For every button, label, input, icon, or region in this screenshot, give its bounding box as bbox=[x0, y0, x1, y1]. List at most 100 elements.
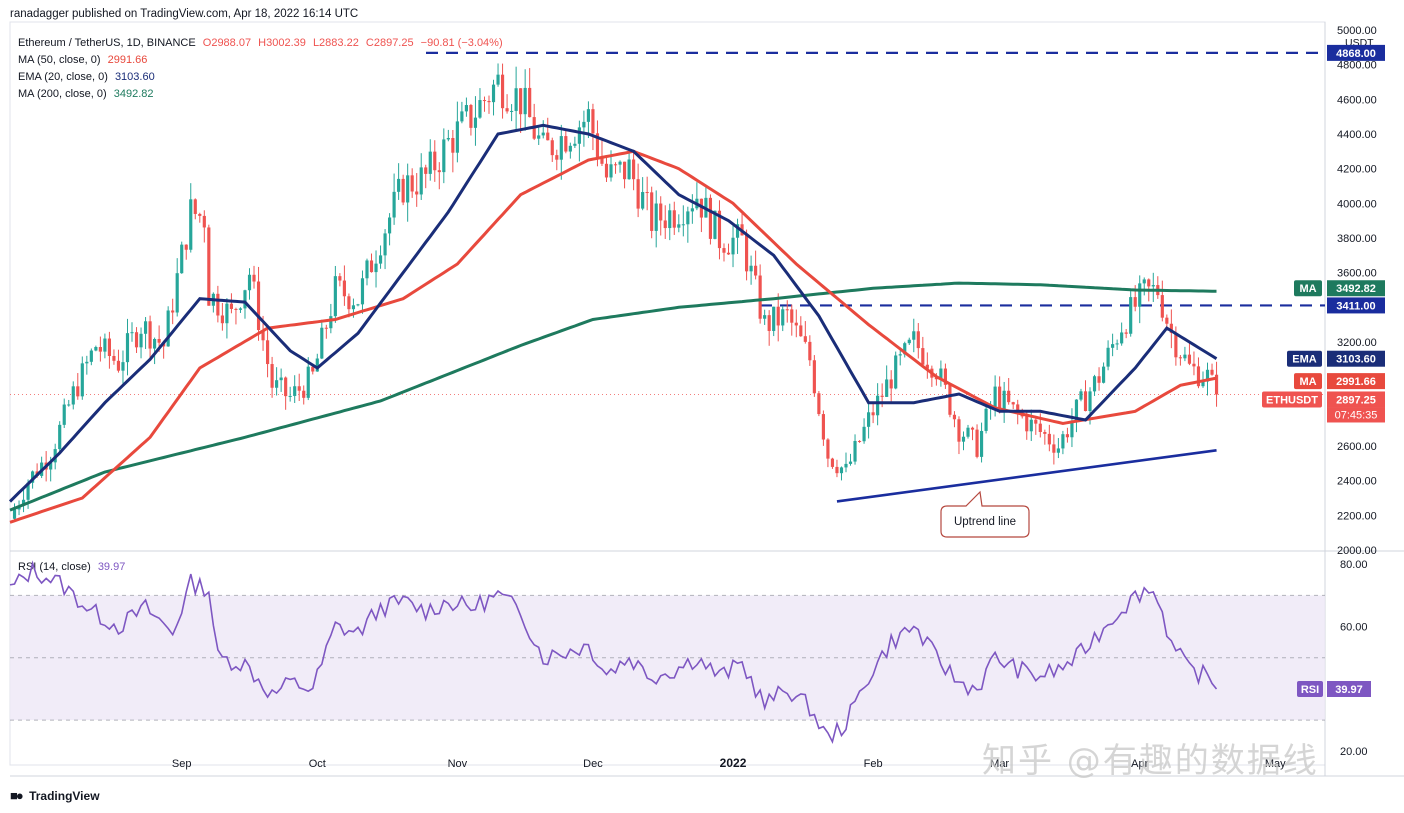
price-tick-label: 2000.00 bbox=[1337, 545, 1377, 557]
time-tick-label: Apr bbox=[1131, 758, 1148, 770]
candle-body bbox=[595, 133, 600, 158]
candle-body bbox=[618, 161, 622, 165]
ma200-side-tag-label: MA bbox=[1299, 283, 1316, 295]
candle-body bbox=[243, 290, 247, 309]
candle-body bbox=[369, 260, 374, 273]
candle-body bbox=[577, 127, 581, 144]
candle-body bbox=[1079, 391, 1083, 400]
candle-body bbox=[830, 458, 835, 467]
candle-body bbox=[469, 105, 473, 128]
candle-body bbox=[686, 211, 690, 225]
candle-body bbox=[1007, 390, 1011, 403]
candle-body bbox=[491, 84, 496, 103]
candle-body bbox=[112, 355, 116, 361]
candle-body bbox=[166, 310, 170, 347]
candle-body bbox=[315, 358, 319, 372]
candle-body bbox=[1047, 433, 1051, 445]
price-tick-label: 3800.00 bbox=[1337, 233, 1377, 245]
time-tick-label: Dec bbox=[583, 758, 603, 770]
candle-body bbox=[794, 322, 798, 326]
candle-body bbox=[799, 325, 803, 337]
candle-body bbox=[1016, 404, 1020, 413]
candle-body bbox=[1192, 363, 1196, 367]
candle-body bbox=[943, 368, 947, 385]
candle-body bbox=[478, 100, 482, 118]
top-level-value-label: 4868.00 bbox=[1336, 48, 1376, 60]
candle-body bbox=[1061, 434, 1065, 449]
ma50-side-tag-label: MA bbox=[1299, 376, 1316, 388]
price-tick-label: 2200.00 bbox=[1337, 510, 1377, 522]
time-tick-label: Sep bbox=[172, 758, 192, 770]
candle-body bbox=[632, 159, 636, 180]
candle-body bbox=[1151, 285, 1155, 287]
legend-ma50-value: 2991.66 bbox=[107, 54, 148, 66]
legend-symbol-row[interactable]: Ethereum / TetherUS, 1D, BINANCE O2988.0… bbox=[18, 35, 503, 52]
legend-high: H3002.39 bbox=[258, 37, 306, 49]
legend-ema20-value: 3103.60 bbox=[114, 71, 155, 83]
candle-body bbox=[559, 136, 563, 160]
legend-ma200-label: MA (200, close, 0) bbox=[18, 88, 107, 100]
candle-body bbox=[1070, 420, 1074, 438]
candle-body bbox=[433, 151, 437, 171]
candle-body bbox=[89, 350, 93, 362]
time-tick-label: Feb bbox=[864, 758, 883, 770]
candle-body bbox=[763, 315, 767, 319]
uptrend-callout-box bbox=[940, 490, 1030, 538]
time-tick-label: May bbox=[1265, 758, 1286, 770]
candle-body bbox=[1178, 357, 1182, 359]
candle-body bbox=[541, 132, 545, 136]
candle-body bbox=[961, 436, 966, 442]
price-tick-label: 4200.00 bbox=[1337, 164, 1377, 176]
candle-body bbox=[71, 386, 75, 405]
candle-body bbox=[885, 379, 889, 397]
candle-body bbox=[519, 88, 523, 115]
legend-ma200-row[interactable]: MA (200, close, 0) 3492.82 bbox=[18, 86, 503, 103]
candle-body bbox=[193, 199, 197, 214]
candle-body bbox=[365, 260, 369, 279]
candle-body bbox=[1196, 366, 1201, 387]
publisher-line: ranadagger published on TradingView.com,… bbox=[10, 8, 359, 20]
legend-ema20-row[interactable]: EMA (20, close, 0) 3103.60 bbox=[18, 69, 503, 86]
watermark: 知乎 @有趣的数据线 bbox=[982, 741, 1319, 781]
candle-body bbox=[776, 306, 780, 326]
candle-body bbox=[378, 255, 383, 264]
candle-body bbox=[993, 386, 997, 407]
candle-body bbox=[934, 377, 938, 380]
candle-body bbox=[573, 143, 577, 146]
rsi-value-tag bbox=[1327, 680, 1371, 697]
candle-body bbox=[180, 244, 184, 274]
candle-body bbox=[342, 280, 346, 297]
candle-body bbox=[627, 159, 631, 180]
candle-body bbox=[1174, 332, 1178, 358]
candle-body bbox=[270, 364, 274, 388]
candle-body bbox=[1083, 391, 1088, 412]
candle-body bbox=[1065, 434, 1070, 438]
candle-body bbox=[374, 263, 378, 273]
legend-ma50-row[interactable]: MA (50, close, 0) 2991.66 bbox=[18, 52, 503, 69]
candle-body bbox=[26, 482, 30, 500]
candle-body bbox=[1002, 390, 1006, 410]
candle-body bbox=[234, 308, 238, 310]
candle-body bbox=[939, 368, 943, 380]
candle-body bbox=[979, 430, 984, 457]
candle-body bbox=[302, 390, 306, 398]
candle-body bbox=[546, 132, 550, 141]
candle-body bbox=[871, 412, 875, 416]
candle-body bbox=[848, 461, 853, 464]
rsi-legend[interactable]: RSI (14, close) 39.97 bbox=[18, 561, 125, 573]
uptrend-line bbox=[836, 449, 1217, 503]
rsi-side-tag bbox=[1297, 680, 1323, 697]
candle-body bbox=[1029, 419, 1033, 432]
candle-body bbox=[609, 164, 613, 178]
legend-symbol: Ethereum / TetherUS, 1D, BINANCE bbox=[18, 37, 196, 49]
candle-body bbox=[455, 121, 459, 153]
tradingview-logo[interactable]: ■● TradingView bbox=[10, 788, 100, 803]
candle-body bbox=[229, 303, 234, 309]
candle-body bbox=[58, 424, 62, 450]
ma50-value-tag bbox=[1327, 373, 1385, 390]
candle-body bbox=[817, 393, 821, 415]
candle-body bbox=[898, 354, 902, 356]
candle-body bbox=[1205, 369, 1210, 382]
